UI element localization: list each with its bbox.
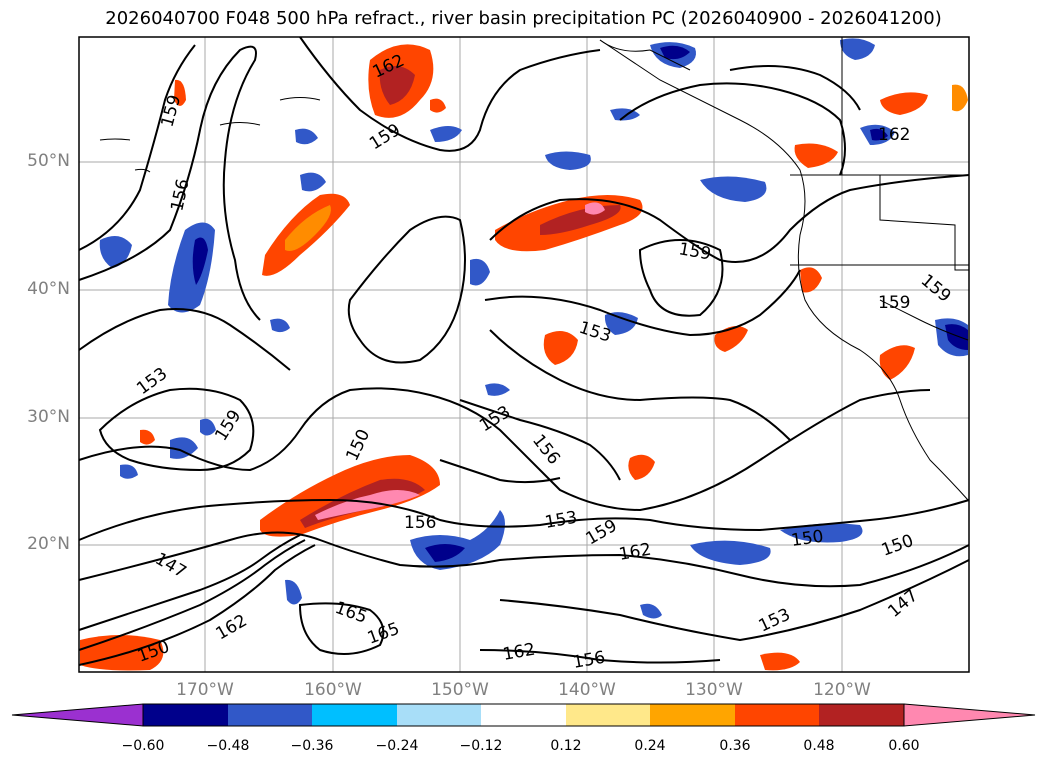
colorbar-segment [228, 704, 312, 726]
colorbar-extend-low [11, 703, 144, 727]
coastlines [99, 37, 969, 501]
colorbar-tick-label: 0.24 [634, 738, 666, 754]
contours [78, 36, 970, 666]
colorbar-tick-label: 0.36 [719, 738, 751, 754]
lat-label-20n: 20°N [27, 534, 70, 554]
colorbar-tick-label: 0.60 [888, 738, 920, 754]
map-title: 2026040700 F048 500 hPa refract., river … [105, 8, 942, 29]
lat-label-30n: 30°N [27, 407, 70, 427]
colorbar-segment [481, 704, 566, 726]
lon-label-160w: 160°W [304, 680, 362, 700]
precip-shading [80, 38, 968, 671]
lon-label-120w: 120°W [813, 680, 871, 700]
contour-label: 156 [404, 513, 436, 533]
map-border [78, 36, 970, 673]
colorbar-segment [397, 704, 481, 726]
lon-label-130w: 130°W [685, 680, 743, 700]
lat-label-40n: 40°N [27, 279, 70, 299]
colorbar-segment [650, 704, 735, 726]
contour-label: 159 [878, 293, 910, 313]
colorbar-tick-label: −0.36 [290, 738, 334, 754]
colorbar-tick-label: −0.48 [206, 738, 250, 754]
lon-label-170w: 170°W [176, 680, 234, 700]
contour-label: 150 [790, 527, 825, 551]
colorbar-segment [819, 704, 904, 726]
colorbar-segment [312, 704, 397, 726]
lat-label-50n: 50°N [27, 151, 70, 171]
colorbar-tick-label: −0.60 [121, 738, 165, 754]
colorbar-segment [143, 704, 228, 726]
colorbar [11, 703, 1036, 727]
lon-label-150w: 150°W [431, 680, 489, 700]
colorbar-segment [735, 704, 819, 726]
colorbar-tick-label: −0.24 [375, 738, 419, 754]
colorbar-tick-label: 0.48 [803, 738, 835, 754]
contour-label: 162 [878, 125, 910, 145]
map-plot-area [79, 37, 969, 672]
colorbar-tick-label: −0.12 [459, 738, 503, 754]
colorbar-segment [566, 704, 650, 726]
lon-label-140w: 140°W [558, 680, 616, 700]
colorbar-tick-label: 0.12 [550, 738, 582, 754]
colorbar-extend-high [903, 703, 1036, 727]
